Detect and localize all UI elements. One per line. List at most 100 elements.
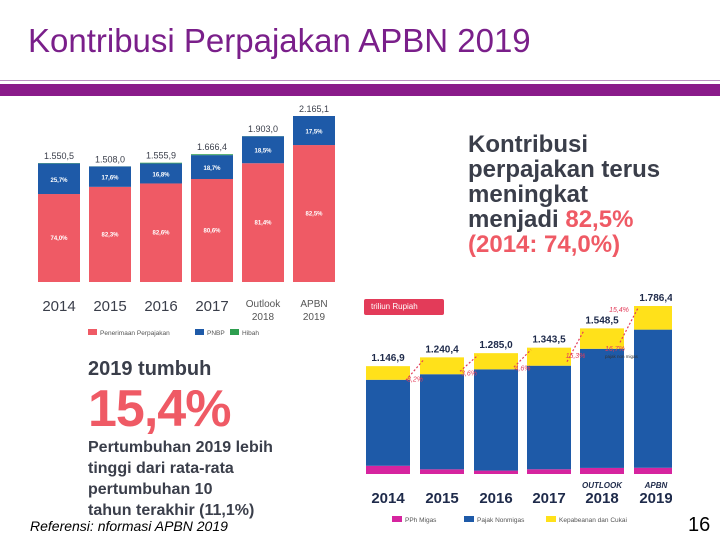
legend-label: Hibah bbox=[242, 330, 259, 337]
contribution-headline: Kontribusi perpajakan terus meningkat me… bbox=[468, 132, 660, 257]
legend-label: Pajak Nonmigas bbox=[477, 517, 525, 524]
bar-penerimaan-perpajakan bbox=[293, 145, 335, 282]
bar-total-label: 2.165,1 bbox=[299, 104, 329, 114]
bar-share-label: 17,6% bbox=[101, 176, 119, 182]
bar-pnbp bbox=[293, 116, 335, 146]
growth-arrow bbox=[619, 307, 639, 343]
growth-desc-line-1: Pertumbuhan 2019 lebih bbox=[88, 439, 273, 456]
growth-desc-line-3: pertumbuhan 10 bbox=[88, 481, 213, 498]
bar-total-label: 1.548,5 bbox=[585, 315, 619, 326]
bar-kepabeanan-dan-cukai bbox=[420, 357, 464, 375]
category-label: OUTLOOK bbox=[582, 481, 623, 490]
bar-total-label: 1.786,4 bbox=[639, 293, 672, 304]
bar-kepabeanan-dan-cukai bbox=[474, 353, 518, 370]
bar-pajak-nonmigas bbox=[420, 374, 464, 470]
category-label: APBN bbox=[300, 299, 327, 310]
bar-penerimaan-perpajakan bbox=[38, 194, 80, 282]
headline-line-3: meningkat bbox=[468, 181, 589, 208]
growth-arrow bbox=[405, 358, 425, 381]
bar-pph-migas bbox=[580, 467, 624, 474]
slide-title: Kontribusi Perpajakan APBN 2019 bbox=[28, 22, 531, 59]
title-rule bbox=[0, 84, 720, 96]
bar-pph-migas bbox=[366, 465, 410, 474]
bar-hibah bbox=[140, 162, 182, 164]
bar-pajak-nonmigas bbox=[366, 379, 410, 466]
bar-share-label: 25,7% bbox=[50, 178, 68, 184]
category-label-2: 2019 bbox=[639, 490, 672, 507]
headline-value: 82,5% bbox=[565, 206, 634, 233]
growth-arrow bbox=[459, 354, 479, 372]
category-label-2: 2016 bbox=[479, 490, 512, 507]
headline-line-1: Kontribusi bbox=[468, 131, 588, 158]
category-label-2: 2014 bbox=[371, 490, 405, 507]
bar-share-label: 18,5% bbox=[254, 149, 272, 155]
bar-total-label: 1.285,0 bbox=[479, 340, 513, 351]
bar-total-label: 1.508,0 bbox=[95, 154, 125, 164]
category-label: 2014 bbox=[42, 298, 75, 315]
growth-label: 15,3% bbox=[566, 353, 586, 360]
legend-label: PNBP bbox=[207, 330, 225, 337]
tax-revenue-chart: 1.146,9 2014 1.240,4 2015 1.285,0 2016 1.343,5… bbox=[366, 293, 672, 524]
growth-label: 3,6% bbox=[461, 370, 477, 377]
growth-value: 15,4% bbox=[88, 380, 231, 438]
bar-share-label: 17,5% bbox=[305, 130, 323, 136]
legend-swatch bbox=[195, 329, 204, 335]
category-label-2: 2019 bbox=[303, 312, 326, 323]
bar-share-label: 81,4% bbox=[254, 221, 272, 227]
bar-total-label: 1.240,4 bbox=[425, 344, 459, 355]
growth-arrow bbox=[566, 330, 585, 362]
reference-note: Referensi: nformasi APBN 2019 bbox=[30, 518, 228, 534]
growth-description: Pertumbuhan 2019 lebih tinggi dari rata-… bbox=[88, 437, 288, 521]
category-label: 2017 bbox=[195, 298, 228, 315]
bar-pnbp bbox=[140, 163, 182, 184]
category-label: 2016 bbox=[144, 298, 177, 315]
bar-pnbp bbox=[191, 155, 233, 180]
bar-penerimaan-perpajakan bbox=[140, 183, 182, 282]
bar-share-label: 82,3% bbox=[101, 232, 119, 238]
bar-kepabeanan-dan-cukai bbox=[366, 366, 410, 380]
bar-total-label: 1.666,4 bbox=[197, 142, 227, 152]
legend-swatch bbox=[230, 329, 239, 335]
bar-pph-migas bbox=[634, 467, 672, 474]
bar-share-label: 18,7% bbox=[203, 166, 221, 172]
legend-swatch bbox=[88, 329, 97, 335]
bar-total-label: 1.555,9 bbox=[146, 151, 176, 161]
bar-share-label: 74,0% bbox=[50, 236, 68, 242]
category-label-2: 2018 bbox=[585, 490, 618, 507]
category-label-2: 2018 bbox=[252, 312, 275, 323]
growth-label: 8,2% bbox=[407, 377, 423, 384]
bar-pajak-nonmigas bbox=[634, 329, 672, 468]
unit-badge: triliun Rupiah bbox=[364, 299, 444, 315]
headline-line-4: menjadi 82,5% bbox=[468, 207, 660, 232]
bar-penerimaan-perpajakan bbox=[242, 163, 284, 282]
category-label: APBN bbox=[644, 481, 668, 490]
legend-label: PPh Migas bbox=[405, 517, 437, 524]
revenue-composition-chart: 74,0% 25,7% 1.550,5 2014 82,3% 17,6% 1.508,0 20… bbox=[38, 104, 335, 337]
growth-label: 4,6% bbox=[515, 365, 531, 372]
bar-pajak-nonmigas bbox=[474, 369, 518, 471]
growth-desc-line-4: tahun terakhir (11,1%) bbox=[88, 502, 255, 519]
bar-kepabeanan-dan-cukai bbox=[634, 306, 672, 330]
bar-total-label: 1.903,0 bbox=[248, 124, 278, 134]
bar-pph-migas bbox=[420, 469, 464, 474]
bar-share-label: 82,6% bbox=[152, 231, 170, 237]
bar-pph-migas bbox=[474, 470, 518, 474]
legend-swatch bbox=[546, 516, 556, 522]
growth-label: 15,4% bbox=[609, 307, 629, 314]
legend-label: Penerimaan Perpajakan bbox=[100, 330, 170, 337]
growth-desc-line-2: tinggi dari rata-rata bbox=[88, 460, 234, 477]
bar-pnbp bbox=[38, 163, 80, 195]
headline-line-5: (2014: 74,0%) bbox=[468, 231, 621, 258]
bar-pajak-nonmigas bbox=[580, 348, 624, 468]
page-number: 16 bbox=[688, 514, 711, 536]
bar-pph-migas bbox=[527, 469, 571, 474]
bar-pnbp bbox=[89, 166, 131, 187]
category-label-2: 2017 bbox=[532, 490, 565, 507]
growth-title: 2019 tumbuh bbox=[88, 358, 212, 380]
headline-line-4-prefix: menjadi bbox=[468, 206, 566, 233]
bar-kepabeanan-dan-cukai bbox=[580, 328, 624, 349]
bar-penerimaan-perpajakan bbox=[191, 179, 233, 282]
bar-pnbp bbox=[242, 136, 284, 164]
bar-total-label: 1.550,5 bbox=[44, 151, 74, 161]
annotation-note: pajak non migas bbox=[605, 354, 639, 359]
